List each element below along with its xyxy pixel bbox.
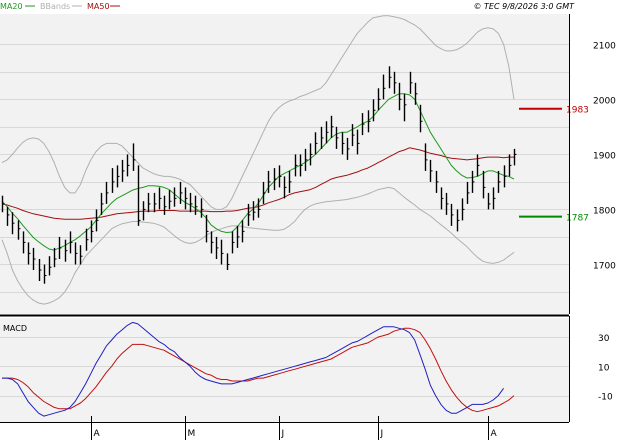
price-y-tick-label: 2000 (593, 96, 616, 106)
resistance-level-label: 1983 (566, 106, 589, 116)
x-axis-month-label: M (188, 429, 196, 439)
x-axis-month-label: J (380, 429, 384, 439)
price-plot-area (0, 14, 569, 314)
macd-y-tick-label: -10 (598, 393, 613, 403)
macd-signal-line (2, 327, 515, 413)
x-axis-month-label: A (94, 429, 101, 439)
bbands-lower-line (1, 186, 515, 305)
copyright-label: © TEC 9/8/2026 3:0 GMT (474, 2, 576, 11)
bbands-upper-line (1, 15, 515, 210)
price-y-tick-label: 2100 (593, 41, 616, 51)
levels-layer: 1983 1787 (519, 106, 589, 224)
axis-layer: 1700 1800 1900 2000 2100 30 10 -10 A M J J A (91, 41, 616, 440)
macd-title: MACD (3, 324, 27, 333)
price-y-tick-label: 1700 (593, 262, 616, 272)
macd-plot-area (0, 318, 569, 422)
price-y-tick-label: 1900 (593, 151, 616, 161)
macd-layer (2, 321, 515, 417)
price-y-tick-label: 1800 (593, 206, 616, 216)
x-axis-month-label: A (491, 429, 498, 439)
legend-ma20: MA20 (0, 2, 23, 11)
macd-y-tick-label: 10 (598, 363, 610, 373)
x-axis-month-label: J (281, 429, 285, 439)
macd-line (2, 321, 505, 417)
bbands-layer (1, 15, 515, 305)
legend-bbands: BBands (40, 2, 70, 11)
price-bars-layer (1, 66, 517, 284)
support-level-label: 1787 (566, 214, 589, 224)
legend-ma50: MA50 (87, 2, 110, 11)
macd-y-tick-label: 30 (598, 334, 610, 344)
